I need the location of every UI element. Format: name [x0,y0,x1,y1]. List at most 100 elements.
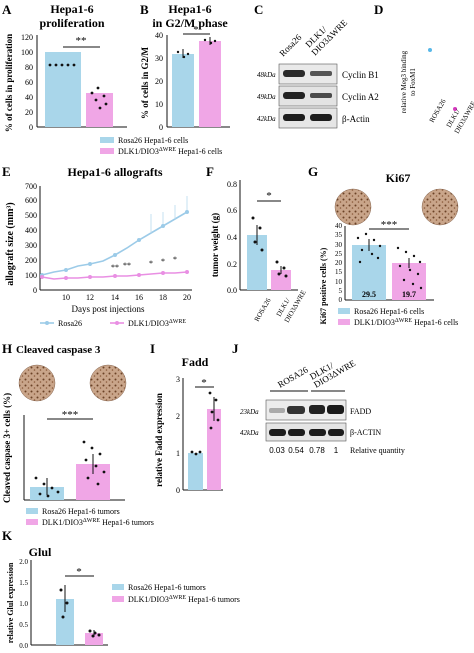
bar-dlk1 [392,263,426,300]
blot-label: Cyclin A2 [342,92,379,102]
x-axis-label: Days post injections [72,304,145,314]
y-axis-label: % of cells in G2/M [140,47,150,119]
panel-a: A Hepa1-6 proliferation % of cells in pr… [2,2,127,132]
kda-label: 42kDa [240,429,259,437]
data-point [208,391,212,395]
y-axis-label: Ki67 positive cells (%) [319,247,328,324]
panel-title: Hepa1-6 [50,2,93,16]
panel-j: J ROSA26 DLK1/ DIO3ΔWRE 23kDa FADD 42kDa… [232,341,405,455]
significance-label: ** [111,263,119,272]
bar-rosa26 [352,245,386,300]
blot-label: Cyclin B1 [342,70,379,80]
data-point [98,106,102,110]
blot-band [269,429,286,436]
significance-label: ** [123,261,131,270]
y-tick-label: 40 [155,31,163,40]
blot-band [287,406,305,414]
data-point [209,426,213,430]
data-point [84,458,88,462]
legend-swatch-dlk1 [338,319,350,325]
y-tick-label: 15 [335,268,343,276]
data-point [260,248,264,252]
data-point [176,50,180,54]
y-tick-label: 500 [25,211,37,220]
y-tick-label: 100 [25,271,37,280]
quant-value: 1 [334,446,339,455]
blot-label: FADD [350,407,371,416]
quant-label: Relative quantity [350,446,405,455]
data-point [72,63,76,67]
data-point-dlk1 [453,107,457,111]
y-tick-label: 0.4 [227,233,237,242]
data-point [185,210,189,214]
panel-letter: F [206,164,214,179]
legend-marker [115,321,119,325]
y-tick-label: 5 [339,287,343,295]
lane-label: Rosa26 [277,32,304,59]
bar-dlk1 [199,41,221,127]
data-point [38,492,42,496]
data-point [50,486,54,490]
data-point [186,52,190,56]
blot-row: 49kDa Cyclin A2 [257,85,379,107]
data-point [360,248,364,252]
data-point [277,272,281,276]
legend-swatch-rosa26 [338,308,350,314]
panel-i: I Fadd relative Fadd expression 0 1 2 3 … [150,341,223,495]
panel-g: G Ki67 Ki67 positive cells (%) 0 5 10 15… [308,164,458,327]
y-tick-label: 30 [155,54,163,63]
data-point [96,482,100,486]
blot-image [265,399,347,421]
data-point [416,272,420,276]
data-point-rosa26 [428,48,432,52]
x-tick-label: 12 [86,293,94,302]
y-axis-label: relative Glul expression [6,562,15,643]
y-axis-label: to FoxM1 [409,68,417,96]
data-point [98,452,102,456]
y-tick-label: 30 [335,241,343,249]
blot-band [269,408,285,413]
data-point [358,260,362,264]
significance-label: * [161,257,165,266]
data-point [97,633,101,637]
data-point [102,94,106,98]
data-point [418,260,422,264]
y-tick-label: 100 [21,48,33,57]
data-point [137,238,141,242]
y-tick-label: 700 [25,182,37,191]
data-point [86,476,90,480]
bar-value-label: 19.7 [402,290,416,299]
y-tick-label: 2.0 [19,558,28,566]
y-tick-label: 0 [33,286,37,295]
data-point [275,260,279,264]
data-point [210,410,214,414]
y-tick-label: 0.2 [227,260,237,269]
ihc-image-dlk1 [421,188,459,226]
data-point [404,250,408,254]
bar-rosa26 [188,453,203,490]
data-point [96,86,100,90]
bar-rosa26 [172,54,194,127]
kda-label: 48kDa [257,71,276,79]
data-point [370,252,374,256]
blot-band [309,405,325,414]
y-axis-label: % of cells in proliferation [4,34,14,132]
quant-value: 0.78 [309,446,325,455]
legend-label: Rosa26 Hepa1-6 cells [354,307,424,316]
data-point [46,494,50,498]
y-tick-label: 0 [29,123,33,132]
kda-label: 23kDa [240,408,259,416]
data-point [90,91,94,95]
y-tick-label: 600 [25,196,37,205]
panel-title: Fadd [182,355,209,369]
blot-band [310,114,332,121]
panel-letter: D [374,2,383,17]
data-point [91,634,95,638]
data-point [59,588,63,592]
blot-band [328,429,344,436]
data-point [40,275,44,279]
ihc-image-dlk1 [89,364,127,402]
legend-label: DLK1/DIO3ΔWRE Hepa1-6 cells [354,318,458,327]
y-tick-label: 10 [335,278,343,286]
legend-label: Rosa26 Hepa1-6 tumors [128,583,206,592]
